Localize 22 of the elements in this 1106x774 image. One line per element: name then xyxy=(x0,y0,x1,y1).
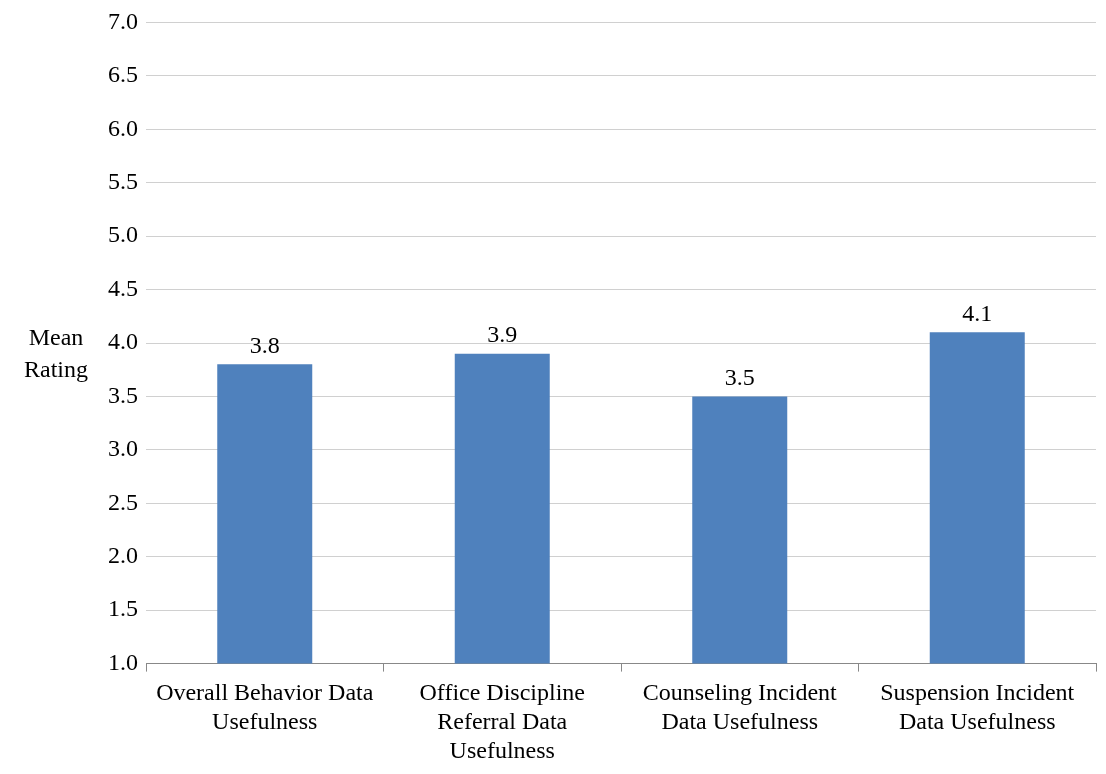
y-tick-label: 6.0 xyxy=(108,114,138,141)
data-label: 3.5 xyxy=(724,363,755,390)
y-tick-label: 1.5 xyxy=(108,595,138,622)
x-tick-label: Overall Behavior Data Usefulness xyxy=(156,679,374,735)
y-axis-title: Mean Rating xyxy=(24,324,88,383)
y-tick-label: 2.0 xyxy=(108,542,138,569)
y-tick-label: 1.0 xyxy=(108,648,138,675)
y-tick-label: 4.5 xyxy=(108,274,138,301)
y-tick-label: 2.5 xyxy=(108,488,138,515)
x-tick-label: Office Discipline Referral Data Usefulness xyxy=(419,679,586,763)
data-label: 4.1 xyxy=(962,299,993,326)
x-tick-label: Counseling Incident Data Usefulness xyxy=(642,679,838,735)
y-tick-label: 5.0 xyxy=(108,221,138,248)
y-tick-label: 4.0 xyxy=(108,328,138,355)
y-tick-label: 7.0 xyxy=(108,7,138,34)
y-tick-label: 5.5 xyxy=(108,168,138,194)
y-tick-label: 3.0 xyxy=(108,435,138,462)
data-label: 3.9 xyxy=(487,320,518,347)
y-tick-label: 6.5 xyxy=(108,61,138,88)
data-label: 3.8 xyxy=(249,331,280,358)
y-tick-label: 3.5 xyxy=(108,381,138,408)
x-tick-label: Suspension Incident Data Usefulness xyxy=(880,679,1075,735)
